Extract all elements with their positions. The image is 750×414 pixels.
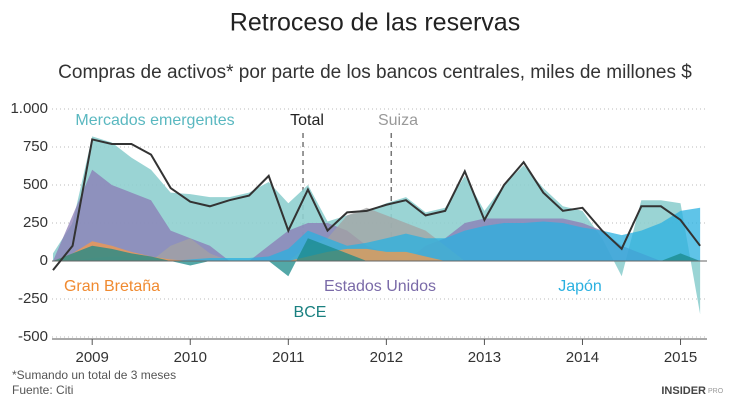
- footnote: *Sumando un total de 3 meses: [12, 368, 176, 382]
- total-label: Total: [290, 112, 324, 129]
- series-label: Mercados emergentes: [75, 112, 234, 129]
- x-tick-label: 2014: [566, 349, 599, 366]
- series-label: Estados Unidos: [324, 278, 436, 295]
- x-tick-label: 2015: [664, 349, 697, 366]
- y-tick-label: 750: [23, 138, 48, 155]
- x-tick-label: 2013: [468, 349, 501, 366]
- chart-title: Retroceso de las reservas: [230, 9, 520, 37]
- y-tick-label: 500: [23, 176, 48, 193]
- series-label: BCE: [294, 304, 327, 321]
- series-label: Gran Bretaña: [64, 278, 160, 295]
- series-label: Japón: [558, 278, 602, 295]
- y-tick-label: 250: [23, 214, 48, 231]
- x-tick-label: 2011: [272, 349, 304, 366]
- chart-subtitle: Compras de activos* por parte de los ban…: [58, 62, 692, 83]
- x-tick-label: 2009: [76, 349, 109, 366]
- series-label: Suiza: [378, 112, 418, 129]
- area: [52, 241, 701, 261]
- y-tick-label: -500: [18, 328, 48, 345]
- x-tick-label: 2012: [370, 349, 403, 366]
- y-tick-label: 1.000: [10, 100, 48, 117]
- y-tick-label: 0: [40, 252, 48, 269]
- brand-tag: PRO: [708, 388, 724, 395]
- area: [52, 207, 701, 261]
- total-line: [52, 138, 701, 271]
- brand: INSIDER: [661, 385, 706, 397]
- x-tick-label: 2010: [174, 349, 207, 366]
- y-tick-label: -250: [18, 290, 48, 307]
- area: [52, 207, 701, 261]
- source: Fuente: Citi: [12, 383, 73, 397]
